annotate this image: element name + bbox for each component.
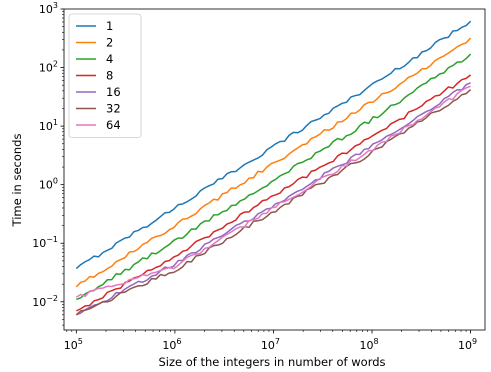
legend-label: 64 — [106, 118, 121, 132]
x-tick-label: 109 — [458, 337, 477, 352]
y-tick-label: 102 — [39, 60, 58, 75]
y-tick-label: 100 — [39, 177, 58, 192]
legend-label: 16 — [106, 85, 121, 99]
x-tick-label: 108 — [359, 337, 378, 352]
plot-frame — [63, 8, 486, 331]
legend-box — [68, 13, 142, 138]
y-tick-label: 101 — [39, 118, 58, 133]
legend-label: 1 — [106, 19, 113, 33]
legend-label: 2 — [106, 36, 113, 50]
series-line-2 — [75, 37, 472, 288]
legend: 1 2 4 8 16 32 64 — [68, 13, 142, 138]
legend-label: 8 — [106, 69, 113, 83]
axes-layer: 105 106 107 108 109 10−2 10−1 100 101 102 103 — [32, 1, 486, 352]
y-axis-label: Time in seconds — [10, 134, 24, 228]
y-tick-label: 103 — [39, 1, 58, 16]
x-axis-label: Size of the integers in number of words — [158, 355, 385, 369]
x-tick-label: 105 — [64, 337, 83, 352]
y-tick-label: 10−2 — [32, 294, 58, 309]
series-layer — [75, 20, 472, 316]
y-tick-label: 10−1 — [32, 235, 58, 250]
legend-label: 32 — [106, 102, 121, 116]
x-tick-label: 107 — [261, 337, 280, 352]
series-line-4 — [76, 53, 472, 301]
series-line-64 — [75, 85, 471, 298]
series-line-16 — [76, 82, 471, 316]
legend-label: 4 — [106, 52, 113, 66]
series-line-32 — [75, 89, 472, 316]
x-tick-label: 106 — [162, 337, 181, 352]
series-line-1 — [75, 20, 472, 270]
